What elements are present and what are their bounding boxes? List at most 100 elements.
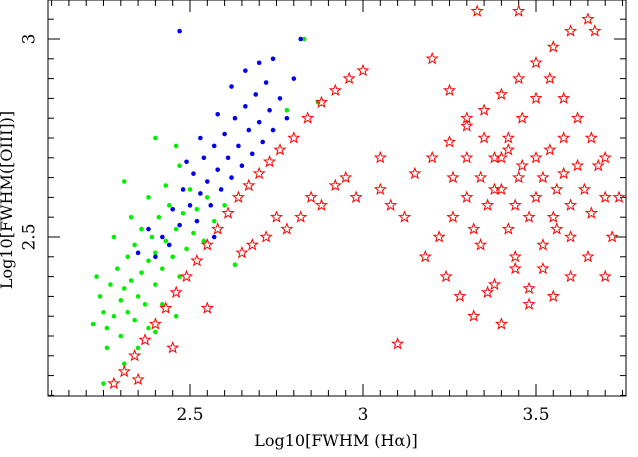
blue-point [222, 131, 227, 137]
green-point [194, 206, 200, 212]
green-point [146, 258, 151, 264]
star-point [522, 210, 536, 223]
green-point [173, 226, 179, 232]
green-point [160, 302, 165, 307]
star-point [515, 111, 529, 124]
star-point [460, 111, 474, 124]
star-point [442, 135, 457, 148]
blue-point [198, 135, 203, 141]
green-point [128, 214, 134, 220]
green-point [301, 36, 307, 42]
star-point [564, 198, 578, 211]
star-point [598, 269, 612, 283]
star-point [529, 55, 543, 69]
star-point [501, 142, 515, 156]
star-point [159, 301, 173, 314]
green-point [163, 238, 169, 244]
green-point [180, 210, 186, 216]
green-point [156, 214, 162, 220]
star-point [273, 142, 287, 156]
star-point [138, 333, 152, 346]
star-point [564, 230, 578, 243]
star-point [494, 317, 508, 330]
green-point [135, 345, 141, 351]
blue-point [246, 127, 252, 133]
blue-point [239, 163, 245, 169]
blue-point [225, 155, 231, 161]
blue-point [249, 151, 255, 157]
green-point [132, 242, 137, 248]
star-point [584, 206, 598, 219]
green-point [142, 302, 148, 307]
green-point [170, 254, 175, 260]
green-point [146, 325, 151, 331]
green-point [104, 325, 110, 331]
green-point [205, 195, 210, 200]
star-point [536, 170, 550, 184]
blue-point [153, 254, 158, 260]
green-point [97, 294, 103, 299]
star-point [117, 364, 131, 378]
star-point [557, 131, 571, 144]
green-point [163, 183, 169, 188]
y-tick-label-3: 3 [20, 34, 40, 45]
blue-point [166, 242, 172, 248]
star-point [494, 87, 508, 101]
blue-point [205, 179, 210, 184]
green-point [121, 179, 127, 184]
green-point [232, 262, 238, 268]
blue-point [187, 203, 193, 208]
star-point [480, 285, 495, 299]
blue-point [180, 187, 186, 192]
star-point [460, 150, 474, 164]
green-point [153, 135, 158, 141]
star-point [522, 281, 536, 295]
plot-frame [47, 0, 627, 397]
star-point [550, 222, 564, 235]
green-point [90, 321, 96, 327]
green-point [187, 187, 193, 192]
green-point [121, 286, 127, 291]
axis-ticks [48, 0, 626, 396]
star-point [200, 237, 214, 251]
blue-point [215, 167, 220, 172]
star-point [131, 372, 145, 386]
star-point [487, 277, 502, 291]
star-point [408, 166, 422, 180]
star-point [211, 222, 225, 235]
star-point [235, 245, 249, 259]
blue-point [208, 203, 214, 208]
star-point [570, 158, 585, 172]
star-point [314, 198, 329, 211]
green-point [222, 203, 227, 208]
green-point [139, 226, 144, 232]
star-point [570, 111, 585, 124]
star-point [342, 71, 356, 85]
blue-point [270, 56, 276, 62]
star-point [314, 95, 329, 108]
star-point [128, 348, 142, 362]
star-point [512, 4, 526, 17]
star-point [166, 341, 180, 354]
star-point [598, 150, 612, 164]
blue-point [184, 159, 189, 165]
star-point [231, 190, 246, 203]
green-point [111, 313, 117, 319]
green-point [115, 266, 120, 271]
blue-point [253, 92, 259, 97]
star-point [221, 206, 235, 219]
blue-point [146, 226, 151, 232]
star-point [474, 170, 488, 184]
blue-point [263, 80, 269, 85]
green-point [177, 274, 182, 279]
star-point [480, 198, 495, 212]
green-point [101, 309, 106, 315]
star-point [536, 261, 550, 275]
blue-point [135, 250, 141, 256]
star-point [446, 210, 460, 223]
blue-point [243, 68, 248, 73]
green-point [173, 313, 179, 319]
green-point [118, 298, 124, 303]
star-point [543, 142, 557, 156]
star-point [356, 63, 370, 77]
